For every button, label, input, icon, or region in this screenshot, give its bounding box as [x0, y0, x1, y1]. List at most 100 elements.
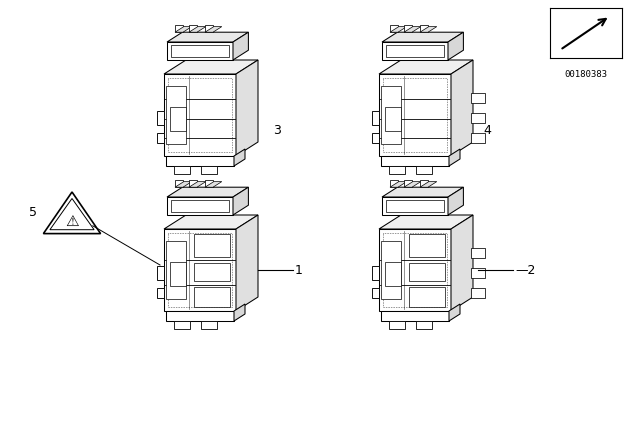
- Polygon shape: [44, 192, 100, 233]
- Text: 1: 1: [295, 264, 303, 277]
- Polygon shape: [195, 234, 230, 257]
- Polygon shape: [175, 180, 183, 187]
- Polygon shape: [166, 86, 186, 144]
- Polygon shape: [409, 263, 445, 281]
- Polygon shape: [448, 187, 463, 215]
- Polygon shape: [379, 60, 473, 74]
- Polygon shape: [386, 200, 444, 212]
- Polygon shape: [382, 32, 463, 42]
- Polygon shape: [167, 187, 248, 197]
- Polygon shape: [201, 321, 217, 329]
- Polygon shape: [166, 311, 234, 321]
- Polygon shape: [381, 156, 449, 166]
- Polygon shape: [189, 26, 206, 32]
- Polygon shape: [157, 133, 164, 143]
- Polygon shape: [404, 181, 421, 187]
- Polygon shape: [372, 111, 379, 125]
- Polygon shape: [170, 107, 186, 131]
- Polygon shape: [166, 241, 186, 299]
- Polygon shape: [157, 266, 164, 280]
- Polygon shape: [449, 304, 460, 321]
- Polygon shape: [390, 26, 407, 32]
- Polygon shape: [372, 288, 379, 298]
- Polygon shape: [372, 266, 379, 280]
- Polygon shape: [471, 113, 485, 123]
- Polygon shape: [167, 42, 233, 60]
- Polygon shape: [382, 197, 448, 215]
- Polygon shape: [234, 149, 245, 166]
- Polygon shape: [471, 268, 485, 278]
- Polygon shape: [164, 74, 236, 156]
- Polygon shape: [189, 181, 206, 187]
- Polygon shape: [234, 304, 245, 321]
- Polygon shape: [420, 26, 437, 32]
- Polygon shape: [236, 60, 258, 156]
- Polygon shape: [167, 32, 248, 42]
- Polygon shape: [471, 93, 485, 103]
- Polygon shape: [164, 60, 258, 74]
- Polygon shape: [448, 32, 463, 60]
- Polygon shape: [379, 74, 451, 156]
- Polygon shape: [416, 166, 432, 174]
- Polygon shape: [420, 25, 428, 32]
- Polygon shape: [420, 181, 437, 187]
- Polygon shape: [381, 86, 401, 144]
- Polygon shape: [471, 288, 485, 298]
- Polygon shape: [233, 32, 248, 60]
- Polygon shape: [385, 262, 401, 286]
- Polygon shape: [449, 149, 460, 166]
- Polygon shape: [166, 156, 234, 166]
- Polygon shape: [164, 229, 236, 311]
- Polygon shape: [389, 321, 405, 329]
- Polygon shape: [236, 215, 258, 311]
- Polygon shape: [171, 45, 229, 57]
- Polygon shape: [404, 180, 412, 187]
- Polygon shape: [416, 321, 432, 329]
- Polygon shape: [404, 26, 421, 32]
- Polygon shape: [390, 25, 398, 32]
- Polygon shape: [389, 166, 405, 174]
- Polygon shape: [382, 187, 463, 197]
- Polygon shape: [175, 26, 192, 32]
- Polygon shape: [174, 166, 190, 174]
- Polygon shape: [385, 107, 401, 131]
- Polygon shape: [451, 60, 473, 156]
- Polygon shape: [390, 181, 407, 187]
- Polygon shape: [157, 288, 164, 298]
- Polygon shape: [372, 133, 379, 143]
- Polygon shape: [170, 262, 186, 286]
- Polygon shape: [189, 180, 197, 187]
- Polygon shape: [171, 200, 229, 212]
- Polygon shape: [195, 263, 230, 281]
- Text: 3: 3: [273, 124, 281, 137]
- Polygon shape: [50, 198, 94, 230]
- Polygon shape: [175, 181, 192, 187]
- Polygon shape: [409, 234, 445, 257]
- Polygon shape: [164, 215, 258, 229]
- Polygon shape: [381, 311, 449, 321]
- Text: 5: 5: [29, 206, 37, 219]
- Polygon shape: [205, 25, 213, 32]
- Polygon shape: [189, 25, 197, 32]
- Polygon shape: [195, 287, 230, 307]
- Polygon shape: [381, 241, 401, 299]
- Polygon shape: [404, 25, 412, 32]
- Polygon shape: [205, 26, 222, 32]
- Polygon shape: [167, 197, 233, 215]
- Polygon shape: [409, 287, 445, 307]
- Polygon shape: [379, 215, 473, 229]
- Polygon shape: [420, 180, 428, 187]
- Polygon shape: [205, 181, 222, 187]
- Text: 00180383: 00180383: [564, 70, 607, 79]
- Polygon shape: [233, 187, 248, 215]
- Text: —2: —2: [515, 264, 536, 277]
- Polygon shape: [386, 45, 444, 57]
- Polygon shape: [451, 215, 473, 311]
- Polygon shape: [471, 133, 485, 143]
- Text: 4: 4: [483, 124, 491, 137]
- Polygon shape: [379, 229, 451, 311]
- Text: ⚠: ⚠: [65, 214, 79, 228]
- Polygon shape: [471, 248, 485, 258]
- Polygon shape: [205, 180, 213, 187]
- Polygon shape: [382, 42, 448, 60]
